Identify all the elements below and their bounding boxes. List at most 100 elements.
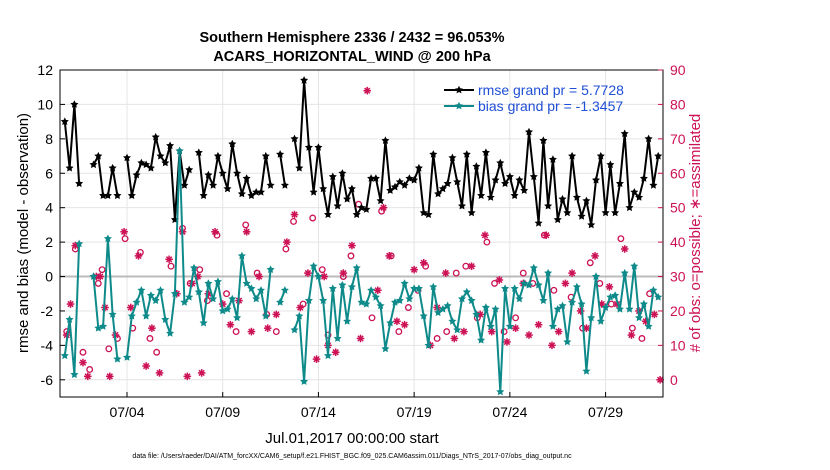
rmse-point (304, 143, 313, 151)
bias-point (453, 325, 462, 334)
rmse-point (654, 151, 663, 160)
obs-assimilated-marker (183, 372, 192, 381)
bias-point (534, 280, 543, 289)
rmse-point (295, 163, 304, 172)
rmse-point (391, 182, 399, 191)
rmse-point (280, 181, 289, 189)
x-tick-label: 07/09 (205, 404, 240, 420)
bias-point (410, 284, 419, 292)
rmse-point (429, 150, 438, 158)
grid-lines (60, 69, 663, 397)
rmse-point (434, 189, 443, 198)
bias-point (381, 344, 390, 353)
obs-possible-marker (452, 269, 460, 277)
rmse-point (625, 203, 634, 212)
obs-assimilated-marker (247, 327, 256, 336)
obs-possible-marker (404, 304, 412, 311)
rmse-point (132, 170, 141, 179)
obs-possible-marker (196, 266, 204, 274)
rmse-point (108, 163, 117, 172)
obs-assimilated-marker (255, 272, 263, 281)
rmse-point (577, 212, 586, 220)
obs-assimilated-marker (312, 355, 321, 363)
obs-assimilated-marker (226, 320, 235, 329)
bias-point (237, 251, 246, 260)
bias-point (209, 294, 218, 303)
bias-point (553, 305, 562, 313)
legend-bias-label: bias grand pr = -1.3457 (478, 98, 623, 114)
left-y-axis-label: rmse and bias (model - observation) (15, 113, 32, 353)
bias-point (65, 315, 74, 323)
bias-point (510, 284, 519, 292)
bias-point (615, 305, 624, 313)
bias-point (639, 299, 648, 308)
rmse-point (257, 188, 265, 196)
bias-point (180, 298, 189, 306)
rmse-point (630, 188, 639, 196)
obs-assimilated-marker (79, 358, 87, 367)
obs-possible-marker (290, 218, 297, 225)
rmse-point (539, 136, 548, 144)
obs-assimilated-marker (568, 269, 576, 277)
rmse-point (352, 210, 361, 218)
rmse-point (343, 194, 352, 203)
bias-point (223, 305, 232, 313)
obs-assimilated-marker (66, 300, 75, 308)
obs-possible-marker (242, 221, 250, 229)
bias-point (137, 286, 146, 294)
bias-point (577, 299, 586, 308)
bias-point (252, 294, 261, 303)
bias-point (170, 289, 179, 298)
obs-assimilated-marker (331, 348, 340, 357)
rmse-point (606, 160, 615, 169)
obs-assimilated-marker (379, 203, 388, 212)
bias-point (467, 296, 476, 304)
rmse-point (395, 177, 404, 186)
rmse-point (635, 193, 644, 201)
obs-assimilated-marker (525, 331, 533, 339)
left-axis-tick-labels: 12 10 8 6 4 2 0 -2 -4 -6 (37, 62, 53, 388)
x-tick-label: 07/19 (397, 404, 432, 420)
bias-point (123, 353, 131, 361)
obs-assimilated-marker (96, 272, 104, 281)
obs-assimilated-marker (534, 320, 543, 329)
bias-point (644, 322, 653, 330)
bias-point (190, 263, 198, 272)
bias-point (601, 303, 610, 311)
series-bias (60, 146, 663, 396)
obs-assimilated-marker (511, 324, 520, 332)
rmse-point (558, 194, 567, 203)
bias-point (419, 311, 428, 320)
rmse-point (89, 160, 98, 169)
obs-assimilated-marker (548, 341, 556, 350)
rmse-point (568, 151, 577, 160)
obs-assimilated-marker (385, 252, 394, 260)
obs-assimilated-marker (263, 324, 272, 332)
rmse-point (324, 210, 332, 218)
bias-point (501, 284, 510, 292)
bias-point (582, 367, 591, 375)
bias-point (606, 293, 615, 301)
obs-assimilated-marker (460, 327, 468, 336)
left-tick-label: 2 (45, 234, 53, 250)
obs-possible-marker (272, 328, 280, 336)
obs-possible-marker (586, 259, 594, 267)
rmse-point (424, 210, 433, 218)
bias-point (458, 294, 466, 303)
x-tick-label: 07/24 (492, 404, 527, 420)
obs-possible-marker (443, 328, 451, 336)
obs-possible-marker (368, 314, 376, 322)
rmse-point (309, 188, 318, 196)
rmse-point (592, 175, 600, 184)
bias-point (486, 322, 495, 330)
obs-assimilated-marker (620, 245, 629, 253)
rmse-point (252, 188, 261, 196)
bias-point (611, 291, 620, 299)
rmse-point (242, 174, 251, 182)
rmse-point (266, 181, 275, 189)
bias-point (347, 282, 356, 291)
chart-title-line1: Southern Hemisphere 2336 / 2432 = 96.053… (199, 30, 504, 46)
obs-assimilated-marker (134, 252, 143, 260)
bias-point (242, 279, 251, 287)
